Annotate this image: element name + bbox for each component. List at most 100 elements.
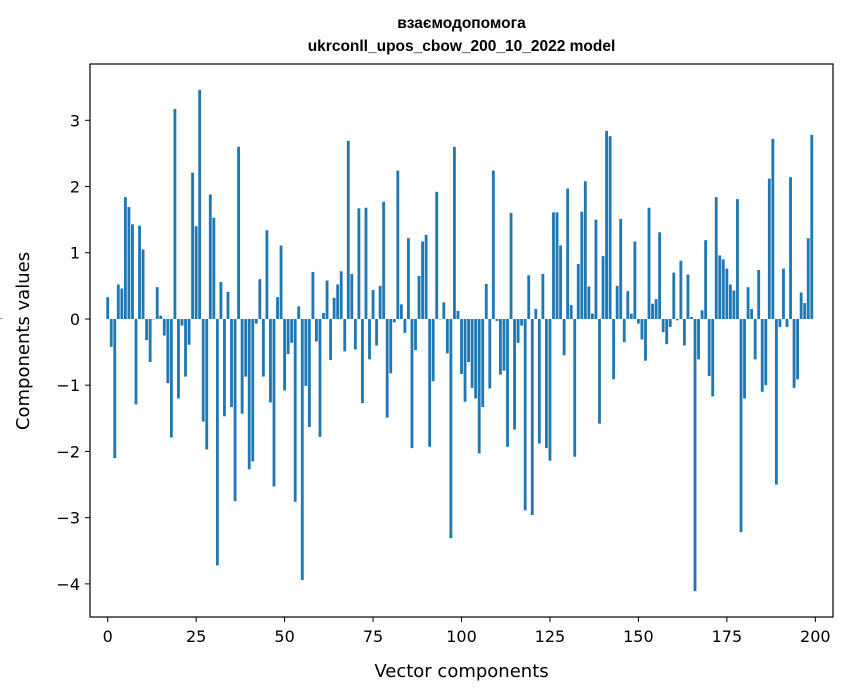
bar bbox=[343, 319, 346, 351]
bar bbox=[336, 285, 339, 319]
bar bbox=[379, 286, 382, 319]
bar bbox=[789, 177, 792, 319]
bar bbox=[665, 319, 668, 344]
bar bbox=[729, 285, 732, 319]
bar bbox=[573, 319, 576, 457]
bar bbox=[113, 319, 116, 458]
bar bbox=[587, 287, 590, 319]
bar bbox=[750, 309, 753, 319]
bar bbox=[510, 213, 513, 319]
bar bbox=[407, 238, 410, 319]
y-tick-label: −3 bbox=[56, 509, 80, 528]
bar bbox=[128, 207, 131, 319]
bar bbox=[513, 319, 516, 430]
bar bbox=[308, 319, 311, 427]
bar bbox=[616, 286, 619, 319]
bar bbox=[120, 289, 123, 319]
bar bbox=[145, 319, 148, 340]
chart-title-line-1: взаємодопомога bbox=[397, 15, 526, 32]
bar bbox=[322, 313, 325, 319]
bar bbox=[209, 194, 212, 319]
bar bbox=[191, 173, 194, 319]
bar bbox=[570, 305, 573, 319]
bar bbox=[347, 141, 350, 319]
bar bbox=[651, 304, 654, 319]
bar bbox=[796, 319, 799, 379]
bar bbox=[676, 319, 679, 320]
bar bbox=[711, 319, 714, 396]
bar bbox=[219, 282, 222, 319]
bar bbox=[672, 273, 675, 319]
bar bbox=[195, 226, 198, 319]
bar bbox=[375, 319, 378, 345]
bar bbox=[683, 319, 686, 345]
bar bbox=[740, 319, 743, 532]
bar bbox=[382, 202, 385, 319]
bar bbox=[276, 297, 279, 319]
bar bbox=[626, 291, 629, 319]
bar bbox=[488, 319, 491, 389]
bar bbox=[294, 319, 297, 502]
bar bbox=[492, 171, 495, 319]
bar bbox=[365, 208, 368, 319]
bar bbox=[142, 249, 145, 319]
bar bbox=[595, 220, 598, 319]
x-tick-label: 100 bbox=[446, 627, 477, 646]
bar bbox=[775, 319, 778, 485]
bar bbox=[237, 147, 240, 319]
bar bbox=[725, 269, 728, 319]
bar bbox=[467, 319, 470, 362]
bar bbox=[326, 281, 329, 319]
x-tick-label: 150 bbox=[623, 627, 654, 646]
bar bbox=[733, 291, 736, 319]
bar bbox=[690, 317, 693, 319]
bar bbox=[159, 316, 162, 319]
bar bbox=[520, 319, 523, 326]
bar bbox=[248, 319, 251, 469]
bar bbox=[584, 181, 587, 319]
bar bbox=[442, 302, 445, 319]
bar bbox=[273, 319, 276, 487]
bar bbox=[534, 309, 537, 319]
bar bbox=[188, 319, 191, 345]
bar bbox=[184, 319, 187, 377]
bar bbox=[163, 319, 166, 336]
bar bbox=[527, 275, 530, 319]
bar bbox=[315, 319, 318, 342]
bar bbox=[319, 319, 322, 437]
bar bbox=[694, 319, 697, 591]
y-tick-label: 3 bbox=[70, 111, 80, 130]
bar bbox=[637, 319, 640, 324]
bar bbox=[181, 319, 184, 326]
bar bbox=[697, 319, 700, 359]
bar bbox=[782, 269, 785, 319]
bar bbox=[255, 319, 258, 324]
bar bbox=[205, 319, 208, 449]
bar bbox=[124, 197, 127, 319]
x-tick-label: 125 bbox=[535, 627, 566, 646]
bar bbox=[648, 208, 651, 319]
bar bbox=[138, 226, 141, 319]
bar bbox=[768, 179, 771, 319]
bar bbox=[428, 319, 431, 447]
bar bbox=[591, 314, 594, 319]
y-tick-label: −4 bbox=[56, 575, 80, 594]
bar bbox=[329, 319, 332, 360]
bar bbox=[350, 274, 353, 319]
bar bbox=[471, 319, 474, 388]
bar bbox=[531, 319, 534, 515]
bar bbox=[810, 135, 813, 319]
bar bbox=[403, 319, 406, 333]
x-tick-label: 75 bbox=[363, 627, 383, 646]
bar bbox=[577, 264, 580, 319]
bar bbox=[227, 292, 230, 319]
bar bbox=[432, 319, 435, 381]
bar bbox=[283, 319, 286, 391]
y-tick-label: 1 bbox=[70, 244, 80, 263]
bar bbox=[411, 319, 414, 448]
bar bbox=[485, 284, 488, 319]
bar bbox=[541, 274, 544, 319]
y-tick-label: 2 bbox=[70, 178, 80, 197]
bar bbox=[754, 319, 757, 359]
